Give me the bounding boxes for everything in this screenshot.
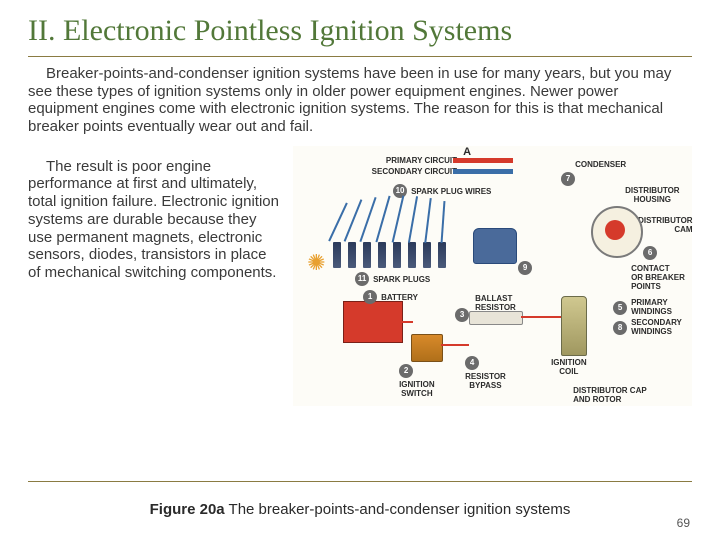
- num-9: 9: [518, 261, 532, 275]
- diagram-letter-a: A: [463, 146, 471, 158]
- label-resistor-bypass: RESISTOR BYPASS: [465, 372, 506, 390]
- spark-plug: [333, 242, 341, 268]
- spark-plug: [393, 242, 401, 268]
- num-6: 6: [643, 246, 657, 260]
- label-ignition-switch: IGNITION SWITCH: [399, 380, 435, 398]
- paragraph-2: The result is poor engine performance at…: [28, 158, 283, 282]
- label-ignition-coil: IGNITION COIL: [551, 358, 587, 376]
- label-spark-plugs: SPARK PLUGS: [373, 275, 430, 284]
- num-4: 4: [465, 356, 479, 370]
- num-5: 5: [613, 301, 627, 315]
- coil-shape: [561, 296, 587, 356]
- ballast-shape: [469, 311, 523, 325]
- paragraph-1: Breaker-points-and-condenser ignition sy…: [28, 65, 692, 136]
- spark-plug: [408, 242, 416, 268]
- num-10: 10: [393, 184, 407, 198]
- label-contact-points: CONTACT OR BREAKER POINTS: [631, 264, 685, 291]
- legend-secondary-bar: [453, 169, 513, 174]
- spark-plug: [378, 242, 386, 268]
- distributor-housing-shape: [591, 206, 643, 258]
- legend-primary-bar: [453, 158, 513, 163]
- spark-icon: ✺: [307, 250, 325, 276]
- spark-plug: [438, 242, 446, 268]
- two-column-region: The result is poor engine performance at…: [28, 146, 692, 406]
- label-spark-plug-wires: SPARK PLUG WIRES: [411, 187, 491, 196]
- battery-shape: [343, 301, 403, 343]
- label-primary-windings: PRIMARY WINDINGS: [631, 298, 672, 316]
- figure-caption-bold: Figure 20a: [150, 501, 225, 518]
- num-11: 11: [355, 272, 369, 286]
- num-1: 1: [363, 290, 377, 304]
- legend-secondary-label: SECONDARY CIRCUIT: [372, 167, 457, 176]
- num-3: 3: [455, 308, 469, 322]
- spark-plug: [423, 242, 431, 268]
- num-7: 7: [561, 172, 575, 186]
- label-secondary-windings: SECONDARY WINDINGS: [631, 318, 682, 336]
- label-distributor-housing: DISTRIBUTOR HOUSING: [625, 186, 680, 204]
- figure-caption-text: The breaker-points-and-condenser ignitio…: [225, 501, 571, 518]
- distributor-cap-shape: [473, 228, 517, 264]
- divider-bottom: [28, 481, 692, 482]
- figure-caption: Figure 20a The breaker-points-and-conden…: [0, 501, 720, 518]
- spark-plug: [363, 242, 371, 268]
- label-battery: BATTERY: [381, 293, 418, 302]
- num-8: 8: [613, 321, 627, 335]
- divider-top: [28, 56, 692, 57]
- label-distributor-cam: DISTRIBUTOR CAM: [638, 216, 693, 234]
- legend-primary-label: PRIMARY CIRCUIT: [386, 156, 457, 165]
- page-number: 69: [677, 516, 690, 530]
- spark-plug: [348, 242, 356, 268]
- label-dist-cap-rotor: DISTRIBUTOR CAP AND ROTOR: [573, 386, 647, 404]
- ignition-diagram: A PRIMARY CIRCUIT SECONDARY CIRCUIT 10 S…: [293, 146, 692, 406]
- label-ballast: BALLAST RESISTOR: [475, 294, 516, 312]
- num-2: 2: [399, 364, 413, 378]
- label-condenser: CONDENSER: [575, 160, 626, 169]
- page-title: II. Electronic Pointless Ignition System…: [28, 14, 692, 48]
- ignition-switch-shape: [411, 334, 443, 362]
